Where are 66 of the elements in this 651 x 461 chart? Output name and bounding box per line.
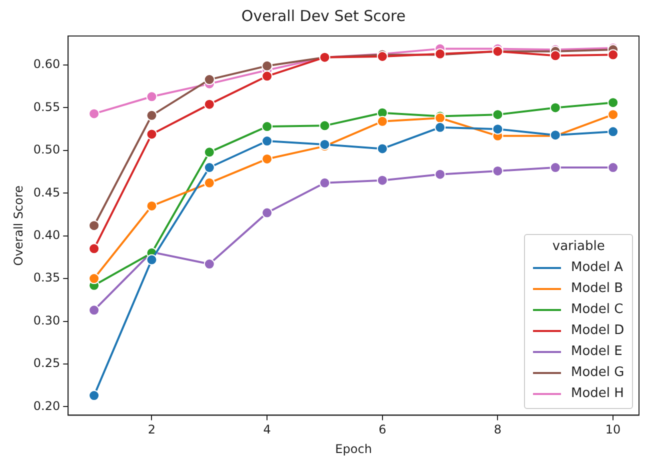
point: [262, 136, 273, 147]
y-tick-label: 0.50: [33, 142, 60, 157]
legend-label: Model D: [571, 323, 624, 338]
legend-title: variable: [551, 239, 606, 254]
y-tick-label: 0.45: [33, 185, 60, 200]
point: [262, 121, 273, 132]
point: [88, 273, 100, 284]
legend-label: Model B: [571, 281, 624, 296]
point: [376, 143, 388, 154]
point: [608, 162, 619, 174]
x-tick-label: 2: [148, 422, 156, 437]
point: [204, 146, 215, 158]
point: [376, 174, 388, 186]
legend-label: Model C: [571, 302, 624, 318]
y-tick-label: 0.30: [33, 313, 60, 328]
y-tick-label: 0.55: [33, 100, 60, 114]
point: [88, 390, 100, 402]
x-axis-title: Epoch: [335, 442, 372, 456]
point: [204, 162, 215, 174]
legend-label: Model H: [571, 386, 624, 402]
point: [146, 200, 158, 212]
point: [204, 258, 215, 270]
point: [88, 220, 100, 232]
point: [262, 70, 273, 82]
point: [492, 165, 504, 176]
point: [204, 74, 215, 86]
point: [608, 126, 619, 138]
point: [319, 177, 330, 188]
legend-label: Model E: [571, 344, 622, 360]
point: [262, 153, 273, 164]
point: [146, 254, 158, 266]
point: [146, 128, 158, 140]
x-tick-label: 10: [605, 422, 621, 437]
point: [376, 116, 388, 127]
y-tick-label: 0.60: [33, 57, 60, 72]
y-tick-label: 0.25: [33, 356, 60, 370]
legend-label: Model G: [571, 365, 624, 380]
y-tick-label: 0.35: [33, 270, 60, 285]
point: [434, 168, 446, 180]
chart-title: Overall Dev Set Score: [241, 6, 406, 25]
point: [434, 122, 446, 133]
point: [550, 102, 561, 114]
point: [146, 91, 158, 102]
point: [88, 108, 100, 120]
x-tick-label: 6: [378, 422, 386, 437]
point: [262, 60, 273, 72]
point: [88, 304, 100, 316]
y-tick-label: 0.20: [33, 398, 60, 413]
point: [204, 98, 215, 110]
point: [146, 110, 158, 121]
x-tick-label: 4: [263, 422, 271, 437]
point: [550, 162, 561, 174]
point: [262, 207, 273, 218]
point: [608, 97, 619, 108]
point: [608, 49, 619, 60]
point: [88, 243, 100, 254]
point: [550, 50, 561, 62]
y-tick-label: 0.40: [33, 228, 60, 242]
point: [492, 109, 504, 120]
point: [204, 177, 215, 188]
y-axis-title: Overall Score: [11, 185, 26, 266]
point: [608, 109, 619, 120]
point: [492, 124, 504, 135]
point: [319, 120, 330, 132]
x-tick-label: 8: [494, 422, 502, 437]
legend-label: Model A: [571, 260, 624, 276]
